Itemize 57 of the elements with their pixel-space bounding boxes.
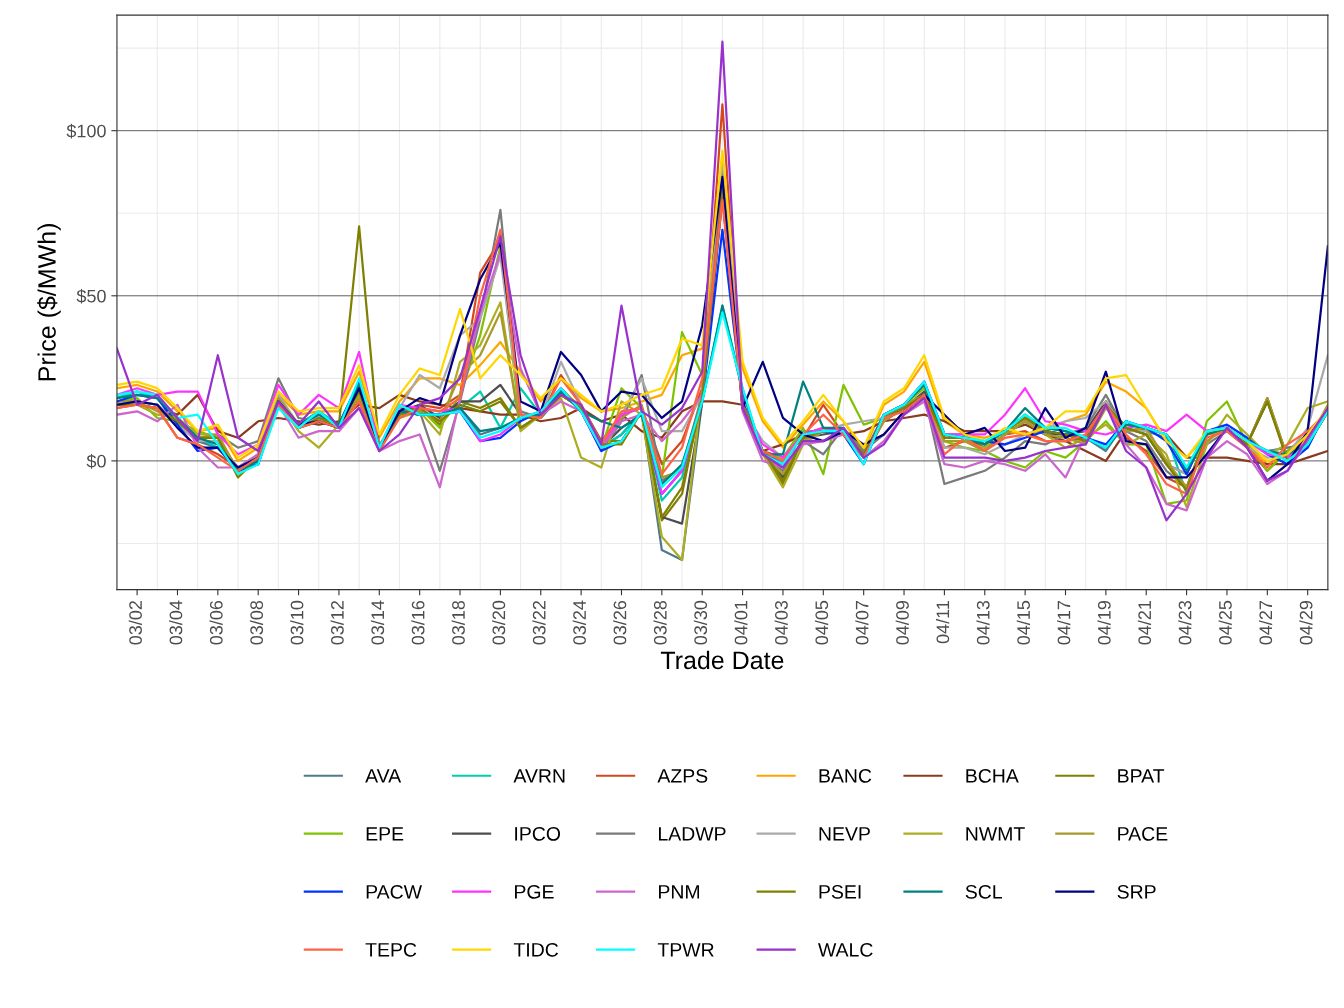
legend-label: LADWP [659,827,726,841]
x-tick-label: 04/29 [1299,600,1313,645]
x-axis-title: Trade Date [660,650,784,670]
legend-label: PACW [366,884,422,899]
x-tick-label: 03/24 [572,600,586,645]
x-tick-label: 03/26 [613,600,627,645]
legend-label: TIDC [513,942,559,957]
x-tick-label: 04/17 [1057,601,1071,645]
x-tick-label: 04/21 [1137,600,1152,645]
x-tick-label: 03/08 [249,600,264,645]
legend-label: AVRN [513,769,565,783]
x-tick-label: 03/06 [209,600,223,645]
x-tick-label: 04/19 [1097,600,1111,645]
y-axis-title: Price ($/MWh) [37,224,61,381]
x-tick-label: 03/20 [491,600,506,645]
x-tick-label: 04/05 [814,600,829,645]
legend-label: BANC [819,768,872,783]
x-tick-label: 04/07 [855,601,869,645]
x-tick-label: 03/18 [451,600,465,645]
legend-label: PACE [1118,826,1168,841]
x-tick-label: 03/02 [128,601,142,645]
legend-label: EPE [366,827,404,841]
legend-label: BPAT [1118,769,1165,783]
legend-label: PNM [659,885,700,899]
legend-label: SCL [965,884,1002,899]
x-tick-label: 03/04 [169,600,183,645]
x-tick-label: 04/01 [734,600,748,645]
x-tick-label: 03/10 [290,600,304,645]
legend-label: NEVP [819,827,870,841]
legend-label: PGE [515,884,554,899]
legend-label: AVA [365,769,402,783]
x-tick-label: 04/13 [976,600,990,645]
legend-label: SRP [1117,884,1156,899]
legend-label: BCHA [966,768,1019,783]
x-tick-label: 04/11 [935,600,950,644]
x-tick-label: 04/23 [1178,600,1192,645]
x-tick-label: 03/28 [653,600,667,645]
legend-label: TPWR [657,943,714,957]
x-tick-label: 03/22 [532,601,546,645]
x-tick-label: 04/27 [1258,601,1273,645]
x-tick-label: 03/12 [330,601,344,645]
legend-label: AZPS [657,768,708,783]
x-tick-label: 03/14 [370,600,385,645]
x-tick-label: 03/16 [411,600,425,645]
y-tick-label: $0 [86,454,106,469]
legend-label: PSEI [819,884,861,899]
x-tick-label: 03/30 [693,600,708,645]
y-tick-label: $50 [76,288,106,304]
legend-label: WALC [818,942,873,957]
x-tick-label: 04/15 [1016,600,1030,645]
x-tick-label: 04/03 [774,600,788,645]
legend-label: NWMT [966,827,1025,841]
x-tick-label: 04/09 [895,600,909,645]
legend-label: IPCO [515,826,561,841]
y-tick-label: $100 [66,123,106,139]
legend-label: TEPC [365,942,417,957]
x-tick-label: 04/25 [1218,600,1232,645]
